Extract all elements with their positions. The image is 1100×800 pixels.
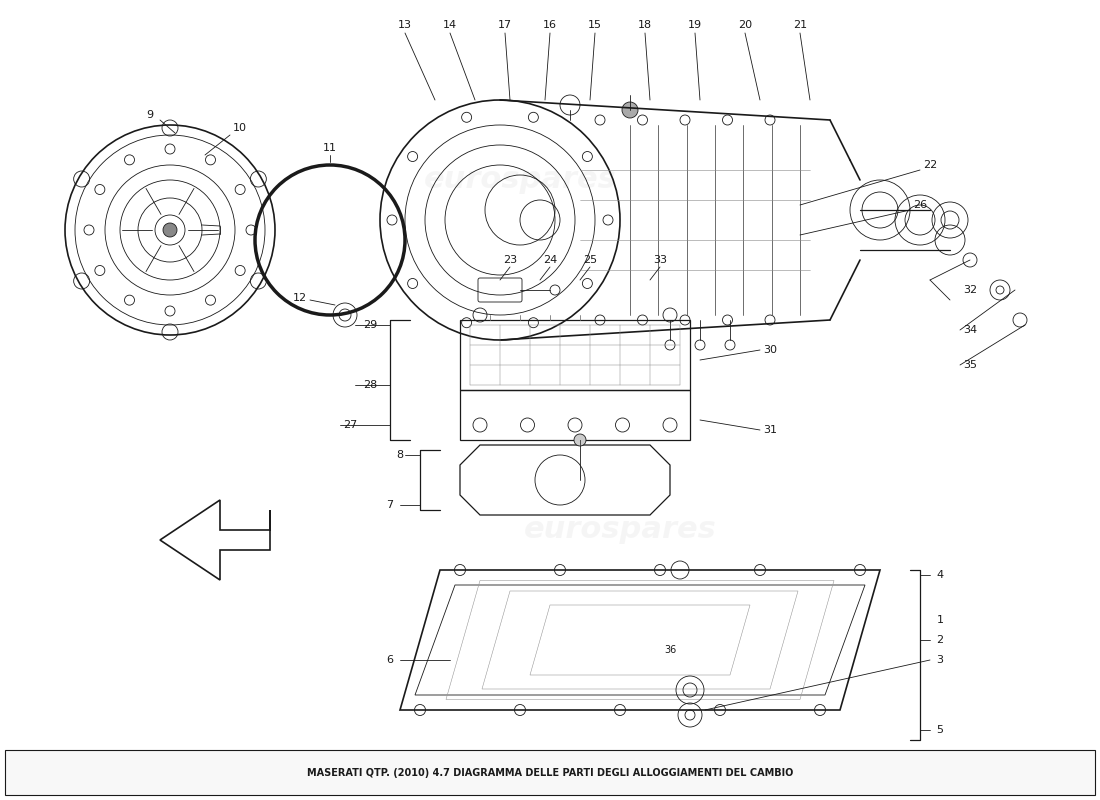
FancyBboxPatch shape [6, 750, 1094, 795]
Text: 3: 3 [936, 655, 944, 665]
Text: 22: 22 [923, 160, 937, 170]
Text: 2: 2 [936, 635, 944, 645]
Circle shape [574, 434, 586, 446]
Text: 1: 1 [936, 615, 944, 625]
Text: 5: 5 [936, 725, 944, 735]
Text: 28: 28 [363, 380, 377, 390]
Text: 15: 15 [588, 20, 602, 30]
Text: 19: 19 [688, 20, 702, 30]
Text: 12: 12 [293, 293, 307, 303]
Text: 16: 16 [543, 20, 557, 30]
Text: 24: 24 [543, 255, 557, 265]
Circle shape [621, 102, 638, 118]
Text: 6: 6 [386, 655, 394, 665]
Text: 26: 26 [913, 200, 927, 210]
Text: 25: 25 [583, 255, 597, 265]
Text: 32: 32 [962, 285, 977, 295]
Text: 34: 34 [962, 325, 977, 335]
Text: 23: 23 [503, 255, 517, 265]
Text: 30: 30 [763, 345, 777, 355]
Text: 27: 27 [343, 420, 358, 430]
Text: 10: 10 [233, 123, 248, 133]
Text: eurospares: eurospares [524, 515, 716, 545]
Text: 33: 33 [653, 255, 667, 265]
Text: 36: 36 [664, 645, 676, 655]
Text: 14: 14 [443, 20, 458, 30]
Text: 7: 7 [386, 500, 394, 510]
Text: 20: 20 [738, 20, 752, 30]
Text: 17: 17 [498, 20, 513, 30]
Text: 18: 18 [638, 20, 652, 30]
Text: 4: 4 [936, 570, 944, 580]
Circle shape [163, 223, 177, 237]
Text: 21: 21 [793, 20, 807, 30]
Text: 11: 11 [323, 143, 337, 153]
Text: 8: 8 [396, 450, 404, 460]
Text: 13: 13 [398, 20, 412, 30]
Text: 29: 29 [363, 320, 377, 330]
Text: 31: 31 [763, 425, 777, 435]
Text: eurospares: eurospares [424, 166, 616, 194]
Text: 9: 9 [146, 110, 154, 120]
Text: MASERATI QTP. (2010) 4.7 DIAGRAMMA DELLE PARTI DEGLI ALLOGGIAMENTI DEL CAMBIO: MASERATI QTP. (2010) 4.7 DIAGRAMMA DELLE… [307, 768, 793, 778]
Text: 35: 35 [962, 360, 977, 370]
